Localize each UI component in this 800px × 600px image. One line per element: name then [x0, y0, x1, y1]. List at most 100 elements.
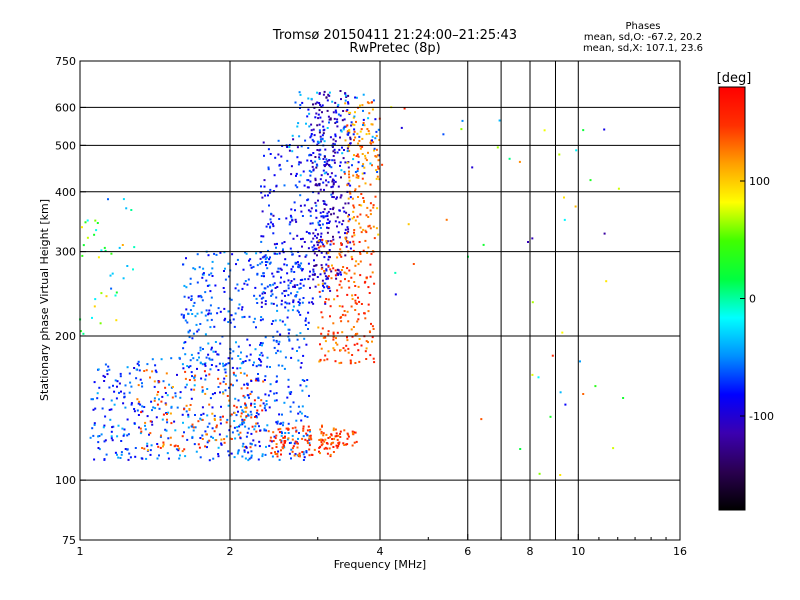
- data-point: [314, 160, 317, 163]
- data-point: [264, 393, 267, 396]
- data-point: [117, 456, 120, 459]
- data-point: [338, 362, 341, 365]
- data-point: [334, 269, 337, 272]
- data-point: [327, 252, 330, 254]
- data-point: [339, 349, 342, 352]
- data-point: [276, 422, 279, 425]
- data-point: [337, 269, 340, 272]
- data-point: [559, 391, 562, 394]
- data-point: [170, 405, 173, 408]
- y-tick-label: 500: [55, 139, 76, 152]
- data-point: [192, 267, 195, 270]
- data-point: [109, 418, 112, 421]
- data-point: [312, 232, 315, 235]
- data-point: [334, 133, 337, 136]
- data-point: [325, 269, 328, 272]
- data-point: [103, 380, 106, 382]
- data-point: [288, 149, 291, 152]
- data-point: [331, 146, 334, 148]
- data-point: [364, 317, 367, 320]
- data-point: [338, 441, 341, 444]
- data-point: [310, 159, 313, 162]
- data-point: [313, 252, 316, 255]
- data-point: [308, 444, 311, 447]
- data-point: [269, 284, 272, 287]
- data-point: [263, 275, 265, 278]
- data-point: [227, 262, 230, 265]
- data-point: [317, 199, 319, 202]
- data-point: [164, 392, 167, 394]
- data-point: [241, 418, 244, 421]
- data-point: [219, 310, 222, 313]
- data-point: [347, 102, 350, 105]
- data-point: [104, 363, 107, 366]
- data-point: [308, 275, 311, 278]
- data-point: [239, 437, 242, 440]
- data-point: [189, 277, 192, 280]
- data-point: [126, 418, 129, 421]
- data-point: [149, 420, 152, 423]
- data-point: [345, 110, 348, 113]
- data-point: [320, 311, 323, 314]
- data-point: [368, 292, 371, 294]
- data-point: [146, 445, 149, 448]
- data-point: [318, 220, 321, 223]
- data-point: [347, 133, 350, 136]
- data-point: [334, 140, 337, 143]
- data-point: [287, 385, 290, 388]
- data-point: [304, 415, 307, 418]
- data-point: [149, 453, 152, 456]
- data-point: [261, 344, 263, 347]
- data-point: [351, 354, 354, 356]
- data-point: [259, 343, 261, 346]
- data-point: [338, 236, 341, 239]
- data-point: [101, 407, 104, 410]
- data-point: [128, 372, 131, 375]
- data-point: [376, 207, 379, 210]
- data-point: [138, 364, 140, 367]
- data-point: [143, 370, 146, 372]
- data-point: [130, 209, 133, 211]
- data-point: [324, 275, 327, 278]
- data-point: [239, 415, 242, 418]
- data-point: [188, 336, 191, 339]
- data-point: [304, 278, 306, 281]
- data-point: [245, 415, 248, 418]
- data-point: [190, 371, 193, 374]
- data-point: [364, 154, 367, 157]
- data-point: [350, 276, 353, 279]
- data-point: [359, 253, 362, 255]
- data-point: [347, 280, 350, 283]
- data-point: [162, 413, 165, 416]
- data-point: [256, 272, 259, 275]
- data-point: [203, 363, 206, 366]
- data-point: [239, 423, 242, 426]
- data-point: [115, 319, 118, 322]
- data-point: [185, 308, 188, 311]
- data-point: [200, 311, 203, 314]
- data-point: [187, 296, 190, 299]
- data-point: [125, 207, 128, 210]
- data-point: [110, 408, 113, 411]
- data-point: [372, 99, 375, 102]
- data-point: [141, 385, 144, 388]
- data-point: [160, 358, 163, 361]
- data-point: [326, 276, 329, 279]
- data-point: [148, 433, 150, 436]
- data-point: [216, 353, 219, 356]
- data-point: [319, 273, 322, 276]
- data-point: [280, 268, 283, 271]
- data-point: [301, 237, 304, 240]
- data-point: [292, 299, 295, 302]
- data-point: [193, 384, 196, 387]
- data-point: [349, 142, 351, 145]
- data-point: [222, 392, 225, 395]
- data-point: [279, 439, 282, 441]
- data-point: [274, 287, 277, 289]
- data-point: [305, 385, 308, 388]
- data-point: [278, 340, 281, 343]
- data-point: [301, 451, 304, 453]
- data-point: [150, 420, 153, 423]
- data-point: [316, 254, 318, 257]
- data-point: [290, 292, 292, 295]
